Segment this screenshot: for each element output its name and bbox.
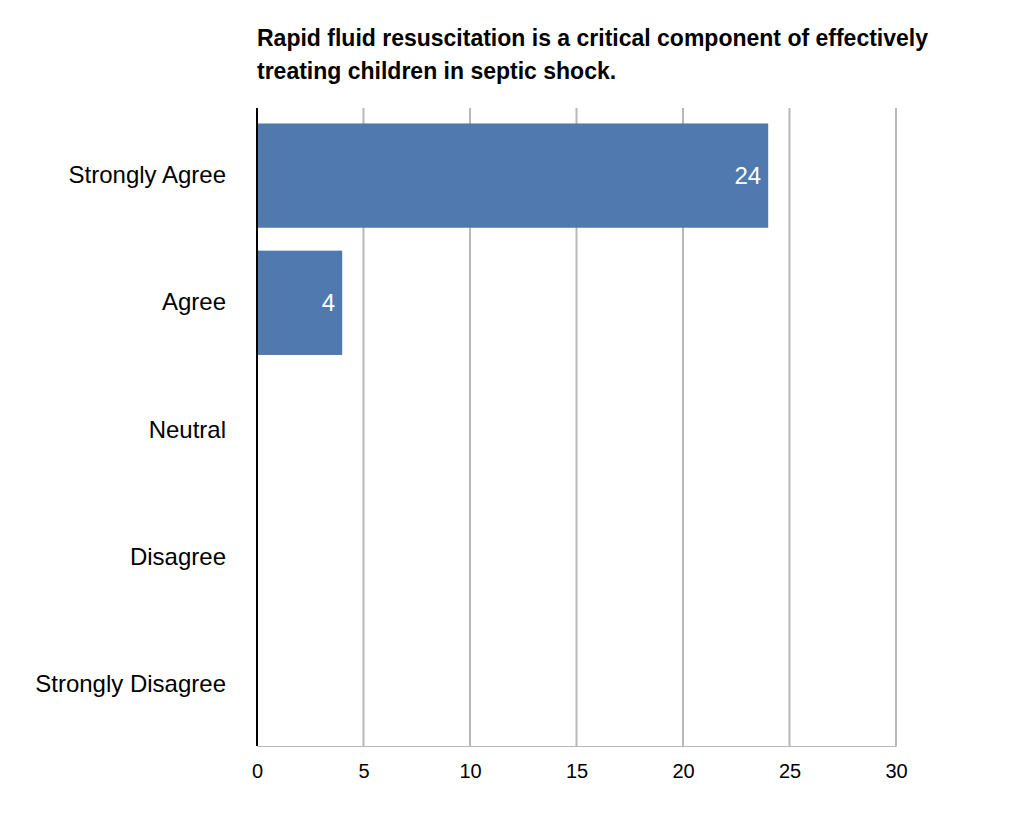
x-tick-label: 10 bbox=[459, 760, 481, 782]
y-tick: Neutral bbox=[149, 416, 226, 443]
title: Rapid fluid resuscitation is a critical … bbox=[257, 25, 928, 84]
x-axis: 0 5 10 15 20 25 30 bbox=[252, 746, 908, 782]
bar bbox=[257, 123, 768, 227]
x-tick: 0 bbox=[252, 746, 263, 782]
x-tick: 5 bbox=[358, 746, 369, 782]
y-tick: Strongly Disagree bbox=[35, 670, 226, 697]
y-tick-label: Strongly Disagree bbox=[35, 670, 226, 697]
y-tick: Disagree bbox=[130, 543, 226, 570]
x-tick-label: 25 bbox=[779, 760, 801, 782]
chart: 0 5 10 15 20 25 30 Strongly Agree Agree Neutral Di… bbox=[0, 0, 1028, 822]
grid-line bbox=[789, 108, 791, 746]
x-tick: 25 bbox=[779, 746, 801, 782]
grid-line bbox=[256, 108, 258, 746]
x-tick-label: 5 bbox=[358, 760, 369, 782]
grid bbox=[257, 108, 896, 746]
x-tick: 30 bbox=[885, 746, 907, 782]
bars bbox=[257, 123, 768, 355]
data-label: 24 bbox=[734, 162, 761, 189]
grid-line bbox=[895, 108, 897, 746]
y-tick: Strongly Agree bbox=[69, 161, 226, 188]
y-tick-label: Agree bbox=[162, 288, 226, 315]
y-tick-label: Neutral bbox=[149, 416, 226, 443]
bar bbox=[257, 251, 342, 355]
data-label: 4 bbox=[322, 289, 335, 316]
x-tick-label: 15 bbox=[566, 760, 588, 782]
y-axis: Strongly Agree Agree Neutral Disagree Strong… bbox=[35, 108, 257, 746]
x-tick: 20 bbox=[672, 746, 694, 782]
x-axis-line bbox=[258, 746, 897, 747]
x-tick-label: 0 bbox=[252, 760, 263, 782]
x-tick-label: 20 bbox=[672, 760, 694, 782]
x-tick-label: 30 bbox=[885, 760, 907, 782]
data-labels: 24 4 bbox=[322, 162, 761, 316]
y-tick-label: Disagree bbox=[130, 543, 226, 570]
y-tick: Agree bbox=[162, 288, 226, 315]
x-tick: 10 bbox=[459, 746, 481, 782]
y-axis-line bbox=[256, 108, 258, 746]
y-tick-label: Strongly Agree bbox=[69, 161, 226, 188]
x-tick: 15 bbox=[566, 746, 588, 782]
